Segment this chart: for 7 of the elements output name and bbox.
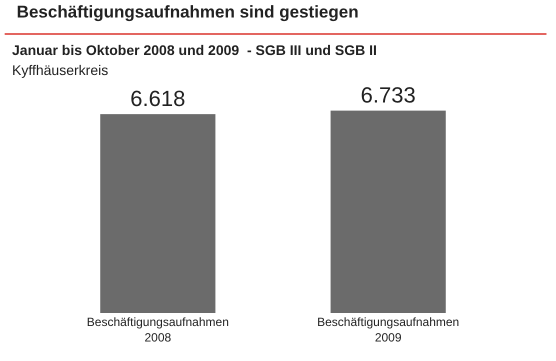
- text: Kyffhäuserkreis: [12, 62, 108, 78]
- chart-title: Beschäftigungsaufnahmen sind gestiegen: [16, 2, 359, 22]
- data-label: 6.733: [360, 82, 416, 108]
- chart-subtitle: Januar bis Oktober 2008 und 2009 - SGB III und SGB II: [12, 42, 377, 58]
- x-tick-label: Beschäftigungsaufnahmen 2008: [86, 315, 229, 345]
- x-tick-label: Beschäftigungsaufnahmen 2009: [317, 315, 460, 345]
- data-label: 6.618: [130, 86, 186, 112]
